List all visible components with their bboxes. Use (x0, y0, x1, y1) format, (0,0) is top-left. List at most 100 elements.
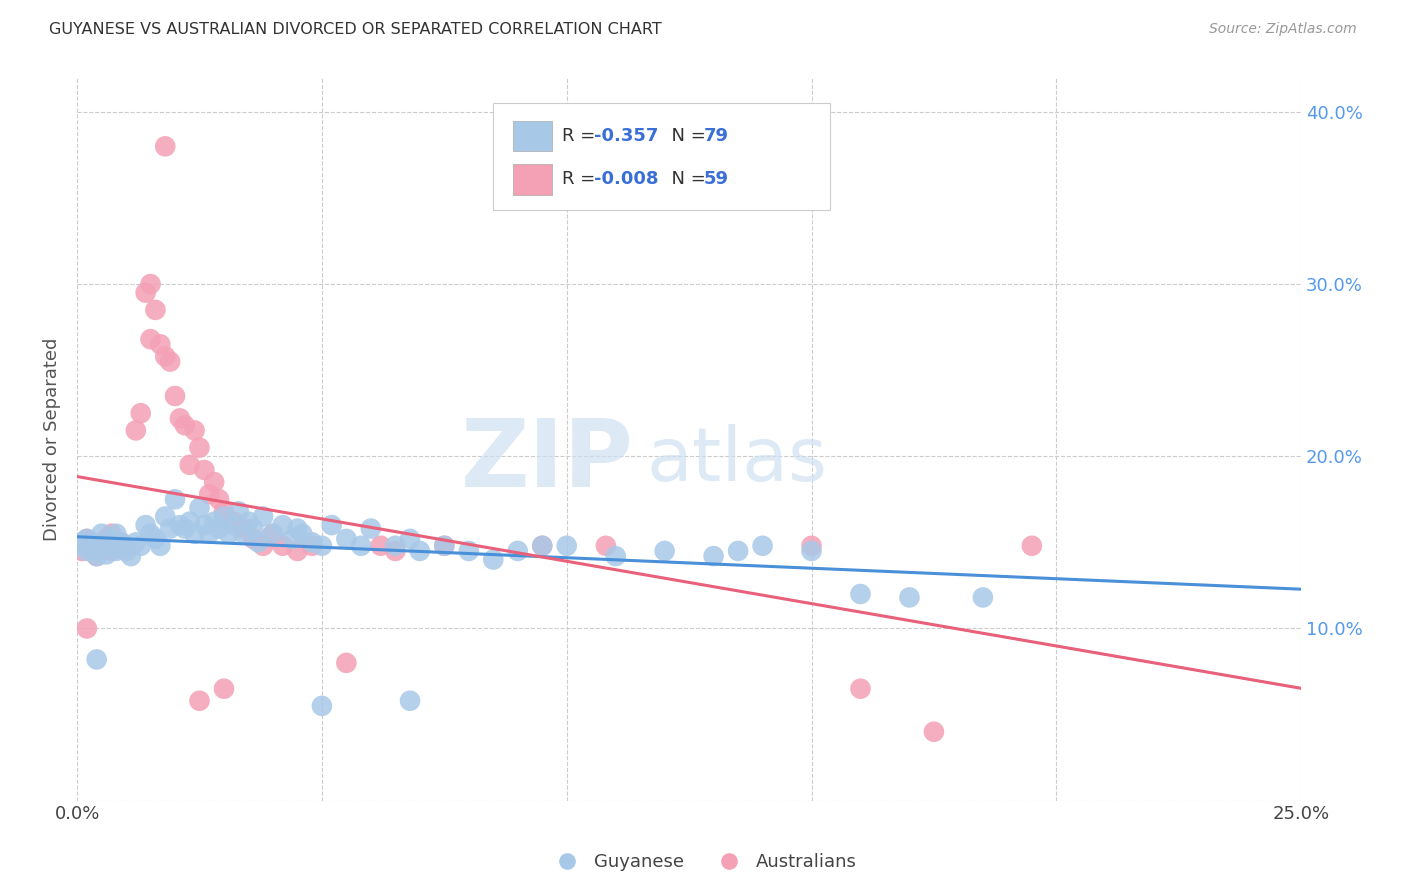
Point (849, 681, 872, 696)
FancyBboxPatch shape (513, 120, 553, 152)
Point (321, 518, 343, 533)
Point (139, 332, 162, 346)
Point (173, 522, 195, 536)
FancyBboxPatch shape (513, 164, 553, 194)
Point (212, 509, 235, 524)
Point (183, 526, 205, 541)
Text: ZIP: ZIP (461, 415, 634, 507)
Point (96, 539, 118, 553)
Point (90, 539, 112, 553)
Point (188, 694, 211, 708)
Point (800, 544, 823, 558)
Point (384, 544, 406, 558)
Point (311, 698, 333, 713)
Point (86, 549, 108, 563)
Point (163, 389, 186, 403)
Text: R =: R = (562, 127, 600, 145)
Point (370, 539, 392, 553)
Text: 59: 59 (704, 170, 728, 188)
Point (159, 354, 181, 368)
Point (232, 522, 254, 536)
Point (193, 463, 215, 477)
Point (70, 539, 93, 553)
Point (90, 535, 112, 549)
Point (96, 548, 118, 562)
Point (76, 539, 98, 553)
Point (433, 539, 456, 553)
Point (252, 509, 274, 524)
Point (727, 544, 749, 558)
Point (287, 544, 309, 558)
Point (115, 544, 138, 558)
Point (301, 535, 323, 549)
Point (291, 526, 314, 541)
Legend: Guyanese, Australians: Guyanese, Australians (541, 847, 865, 879)
Point (145, 532, 167, 546)
Point (86, 544, 108, 558)
Point (149, 539, 172, 553)
Point (198, 487, 221, 501)
Point (125, 535, 148, 549)
Point (193, 518, 215, 533)
Point (287, 522, 309, 536)
Point (531, 539, 554, 553)
Point (179, 515, 201, 529)
Text: GUYANESE VS AUSTRALIAN DIVORCED OR SEPARATED CORRELATION CHART: GUYANESE VS AUSTRALIAN DIVORCED OR SEPAR… (49, 22, 662, 37)
Point (183, 424, 205, 438)
Point (179, 458, 201, 472)
Y-axis label: Divorced or Separated: Divorced or Separated (44, 337, 60, 541)
Point (922, 724, 945, 739)
Point (149, 337, 172, 351)
Point (531, 539, 554, 553)
Point (105, 526, 128, 541)
Point (208, 492, 231, 507)
Point (457, 544, 479, 558)
Point (281, 532, 304, 546)
Text: -0.008: -0.008 (593, 170, 658, 188)
Point (335, 656, 357, 670)
Point (311, 539, 333, 553)
Point (76, 544, 98, 558)
Point (70, 539, 93, 553)
Text: 79: 79 (704, 127, 728, 145)
Point (110, 535, 132, 549)
Point (169, 411, 191, 425)
Point (105, 539, 128, 553)
Point (76, 532, 98, 546)
Point (605, 549, 627, 563)
Point (703, 549, 725, 563)
Point (135, 518, 157, 533)
Point (238, 515, 260, 529)
Point (115, 539, 138, 553)
Point (155, 350, 177, 364)
Point (105, 544, 128, 558)
Point (301, 539, 323, 553)
Point (90, 544, 112, 558)
Point (222, 515, 245, 529)
Point (139, 526, 162, 541)
Point (271, 518, 294, 533)
Point (155, 509, 177, 524)
Point (972, 591, 994, 605)
Point (202, 475, 225, 489)
Point (80, 535, 103, 549)
Point (555, 539, 578, 553)
Point (350, 539, 373, 553)
Point (247, 535, 270, 549)
Point (1021, 539, 1043, 553)
Point (100, 532, 122, 546)
Point (169, 518, 191, 533)
Text: N =: N = (659, 170, 711, 188)
Point (202, 515, 225, 529)
Point (409, 544, 432, 558)
Text: N =: N = (659, 127, 711, 145)
Point (173, 418, 195, 433)
Point (100, 539, 122, 553)
Point (188, 500, 211, 515)
Point (262, 526, 284, 541)
Point (155, 139, 177, 153)
Point (86, 549, 108, 563)
Point (198, 526, 221, 541)
Point (218, 526, 240, 541)
Point (96, 535, 118, 549)
